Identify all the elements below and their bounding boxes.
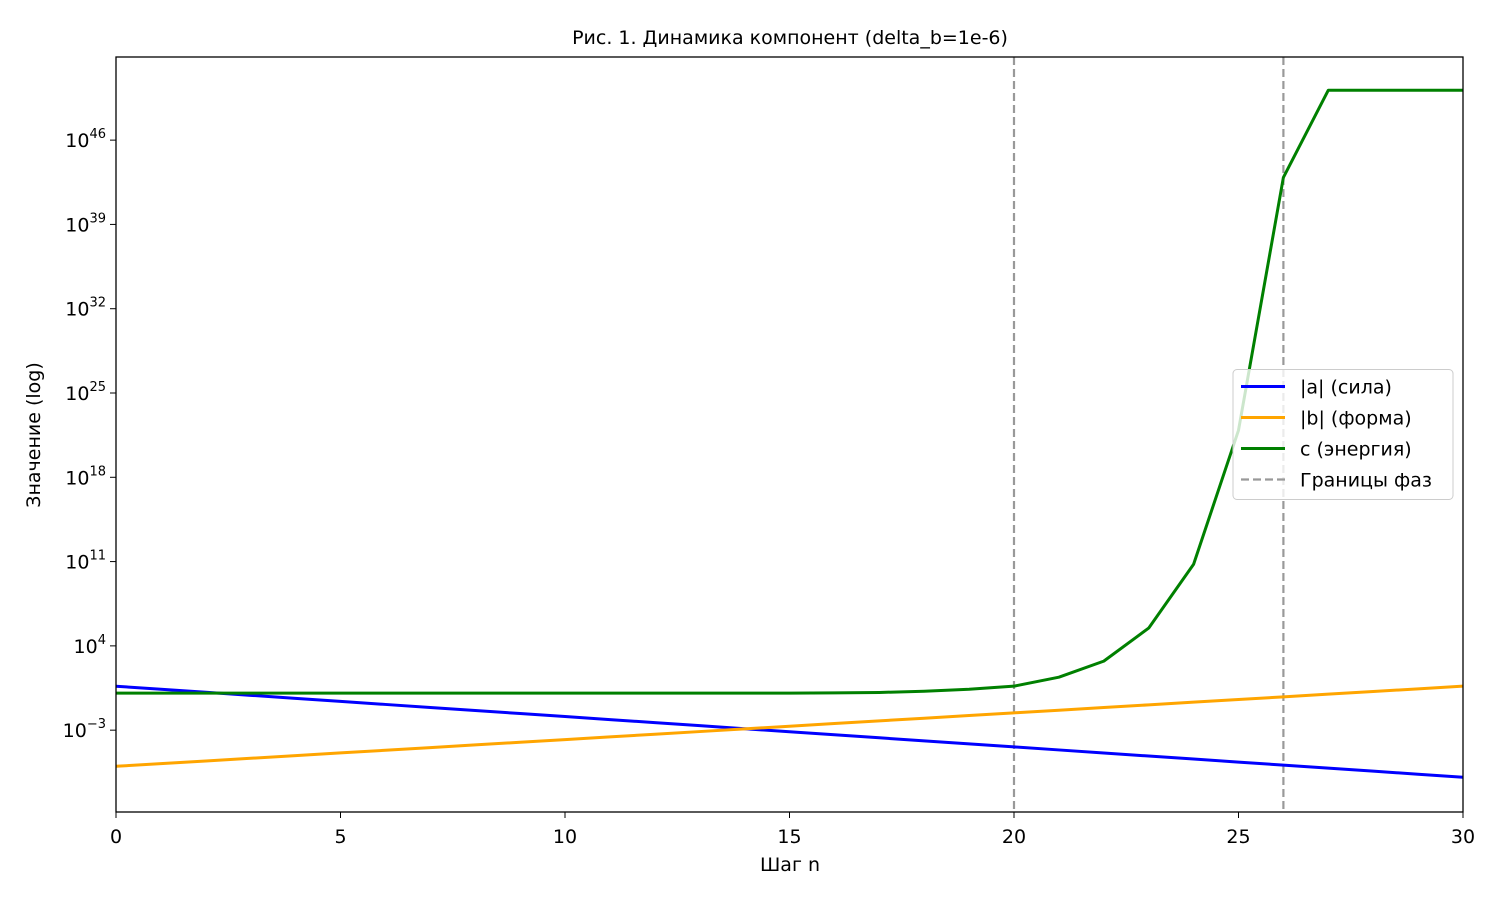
y-tick-label: 1025 <box>65 380 106 405</box>
y-tick-base: 10 <box>65 299 89 321</box>
y-tick-label: 1011 <box>65 549 106 574</box>
y-tick-exponent: 46 <box>89 127 106 142</box>
y-tick-base: 10 <box>65 130 89 152</box>
series-line <box>115 684 1464 768</box>
y-tick-exponent: −3 <box>87 717 106 732</box>
x-tick-label: 20 <box>1002 826 1026 848</box>
legend-label: c (энергия) <box>1300 439 1412 461</box>
y-tick-exponent: 4 <box>98 633 106 648</box>
y-tick-label: 1046 <box>65 127 106 152</box>
y-tick-base: 10 <box>65 467 89 489</box>
y-axis-label: Значение (log) <box>23 362 45 507</box>
x-tick-label: 5 <box>334 826 346 848</box>
x-tick-label: 0 <box>110 826 122 848</box>
y-tick-label: 1039 <box>65 211 106 236</box>
chart-title: Рис. 1. Динамика компонент (delta_b=1e-6… <box>572 27 1008 49</box>
y-tick-exponent: 39 <box>89 211 106 226</box>
y-tick-exponent: 25 <box>89 380 106 395</box>
y-tick-base: 10 <box>63 720 87 742</box>
legend-box <box>1232 369 1454 500</box>
x-tick-label: 30 <box>1451 826 1475 848</box>
plot-frame <box>115 56 1464 813</box>
x-tick-label: 15 <box>777 826 801 848</box>
y-tick-label: 104 <box>74 633 106 658</box>
legend-label: |b| (форма) <box>1300 408 1412 430</box>
series-line <box>115 684 1464 779</box>
x-tick-label: 10 <box>553 826 577 848</box>
y-tick-base: 10 <box>65 214 89 236</box>
y-tick-base: 10 <box>65 552 89 574</box>
y-tick-exponent: 11 <box>89 549 106 564</box>
y-tick-label: 1018 <box>65 464 106 489</box>
y-tick-label: 1032 <box>65 296 106 321</box>
y-tick-exponent: 32 <box>89 296 106 311</box>
y-tick-base: 10 <box>65 383 89 405</box>
y-tick-label: 10−3 <box>63 717 106 742</box>
legend-label: Границы фаз <box>1300 470 1432 492</box>
y-tick-exponent: 18 <box>89 464 106 479</box>
legend-label: |a| (сила) <box>1300 377 1392 399</box>
x-axis-label: Шаг n <box>760 854 820 876</box>
x-tick-label: 25 <box>1226 826 1250 848</box>
y-tick-base: 10 <box>74 636 98 658</box>
